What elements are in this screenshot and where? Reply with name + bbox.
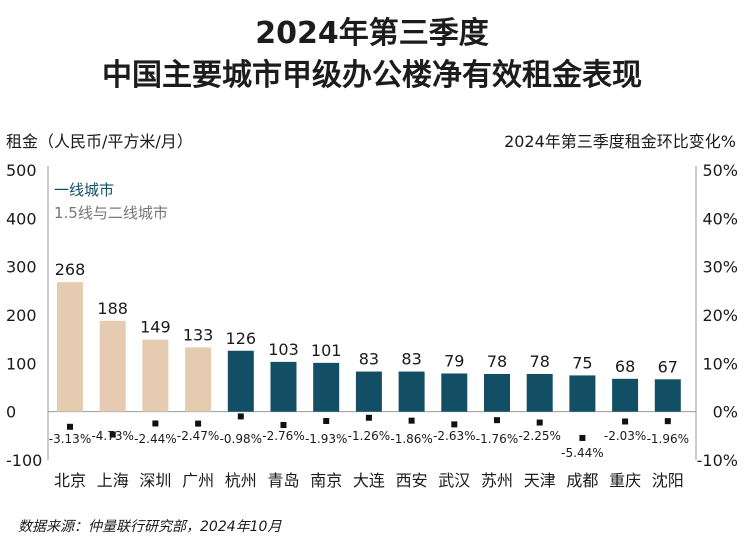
bar-value-label: 78 [487, 352, 507, 371]
right-tick-label: 40% [702, 209, 738, 228]
change-value-label: -1.96% [647, 432, 689, 446]
left-tick-label: 300 [6, 258, 37, 277]
change-marker [579, 434, 586, 441]
right-tick-label: -10% [697, 451, 738, 470]
left-tick-label: 200 [6, 306, 37, 325]
left-tick-label: 400 [6, 209, 37, 228]
bar [398, 371, 425, 412]
category-label: 广州 [182, 471, 214, 490]
bar-value-label: 83 [401, 350, 421, 369]
bar-value-label: 103 [268, 340, 299, 359]
change-value-label: -2.63% [433, 429, 475, 443]
left-tick-label: -100 [6, 451, 42, 470]
change-marker [237, 413, 244, 420]
change-marker [536, 419, 543, 426]
change-marker [494, 417, 500, 424]
change-marker [408, 417, 415, 424]
change-marker [195, 420, 202, 427]
bar-value-label: 188 [97, 299, 128, 318]
change-value-label: -2.03% [604, 429, 646, 443]
category-label: 成都 [566, 471, 598, 490]
change-value-label: -5.44% [561, 446, 603, 460]
bar [569, 375, 596, 412]
change-value-label: -0.98% [220, 432, 262, 446]
change-value-label: -2.76% [262, 429, 304, 443]
left-tick-label: 500 [6, 161, 37, 180]
change-marker [152, 420, 159, 427]
change-value-label: -4.73% [91, 429, 133, 443]
right-tick-label: 0% [713, 403, 738, 422]
category-label: 青岛 [267, 471, 299, 490]
left-tick-label: 0 [6, 403, 16, 422]
change-marker [664, 418, 671, 425]
change-marker [323, 417, 330, 424]
bar-value-label: 68 [615, 357, 635, 376]
chart-title-line2: 中国主要城市甲级办公楼净有效租金表现 [102, 58, 642, 93]
category-label: 沈阳 [652, 471, 684, 490]
change-value-label: -1.86% [390, 432, 432, 446]
right-tick-label: 30% [702, 258, 738, 277]
bar-value-label: 75 [572, 353, 592, 372]
change-value-label: -1.93% [305, 432, 347, 446]
bar [99, 320, 126, 412]
category-label: 苏州 [481, 471, 513, 490]
category-label: 北京 [54, 471, 86, 490]
change-value-label: -2.44% [134, 432, 176, 446]
category-label: 西安 [396, 471, 428, 490]
legend-tier1: 一线城市 [54, 181, 114, 199]
right-tick-label: 50% [702, 161, 738, 180]
change-marker [365, 414, 372, 421]
bar [612, 378, 639, 412]
bar [313, 362, 340, 412]
bar [57, 282, 83, 412]
bar-value-label: 83 [359, 350, 379, 369]
change-value-label: -3.13% [49, 432, 91, 446]
bar [526, 373, 553, 412]
bar [355, 371, 382, 412]
category-label: 南京 [310, 471, 342, 490]
change-marker [451, 421, 458, 428]
category-label: 天津 [524, 471, 556, 490]
category-label: 上海 [97, 471, 129, 490]
right-axis-title: 2024年第三季度租金环比变化% [504, 132, 736, 151]
bar [227, 350, 254, 412]
category-label: 武汉 [438, 471, 470, 490]
bar-value-label: 67 [658, 357, 678, 376]
category-label: 深圳 [139, 471, 171, 490]
category-label: 大连 [353, 471, 385, 490]
right-tick-label: 10% [702, 354, 738, 373]
bar-value-label: 133 [183, 325, 214, 344]
category-label: 重庆 [609, 471, 641, 490]
left-tick-label: 100 [6, 354, 37, 373]
bar-value-label: 101 [311, 341, 342, 360]
change-marker [622, 418, 629, 425]
data-source-note: 数据来源：仲量联行研究部，2024年10月 [18, 519, 282, 535]
change-value-label: -1.26% [348, 429, 390, 443]
bar-value-label: 149 [140, 318, 171, 337]
left-axis-title: 租金（人民币/平方米/月） [6, 132, 193, 151]
bar [654, 379, 681, 412]
bar [142, 339, 169, 412]
bar [484, 373, 510, 412]
bar-value-label: 268 [55, 260, 86, 279]
right-tick-label: 20% [702, 306, 738, 325]
chart-title-line1: 2024年第三季度 [255, 16, 489, 51]
change-marker [67, 423, 73, 430]
change-value-label: -2.47% [177, 429, 219, 443]
bar-value-label: 78 [530, 352, 550, 371]
bar [185, 347, 212, 412]
change-marker [109, 431, 116, 438]
bar [270, 361, 297, 412]
change-marker [280, 422, 287, 429]
bar [441, 373, 468, 412]
change-value-label: -2.25% [518, 429, 560, 443]
legend-tier2: 1.5线与二线城市 [54, 204, 168, 222]
category-label: 杭州 [225, 471, 257, 490]
bar-value-label: 126 [226, 329, 257, 348]
change-value-label: -1.76% [476, 432, 518, 446]
bar-value-label: 79 [444, 351, 464, 370]
